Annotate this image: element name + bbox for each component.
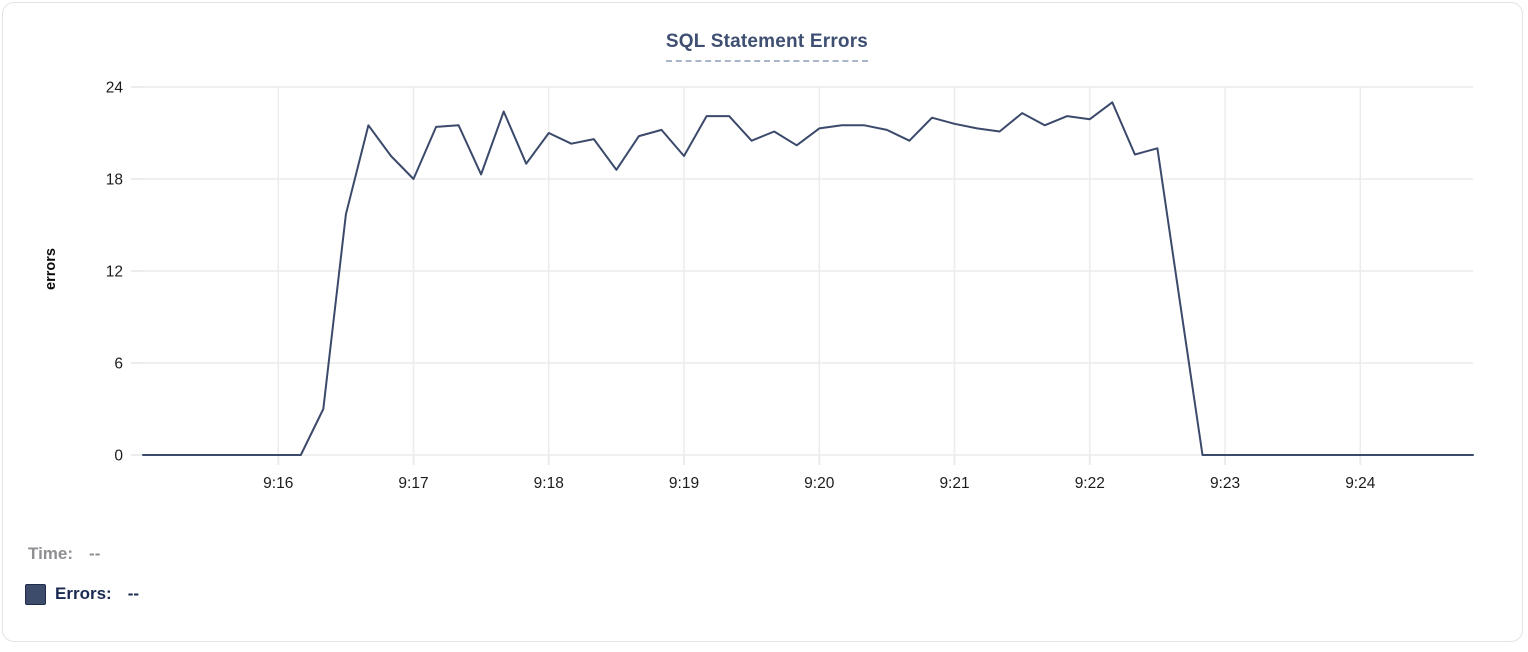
- chart-svg[interactable]: 0 6 12 18 24 9:16 9:17 9:18 9:19 9:20 9:21 9:22 9:23…: [3, 3, 1528, 508]
- chart-card: SQL Statement Errors errors 0 6 12 18 24 9:16…: [2, 2, 1523, 642]
- series-line-errors: [142, 101, 1474, 456]
- x-tick-label: 9:20: [804, 475, 835, 492]
- x-tick-label: 9:19: [669, 475, 699, 492]
- x-tick-label: 9:22: [1075, 475, 1105, 492]
- y-tick-label: 18: [106, 172, 123, 189]
- legend-row-time: Time: --: [25, 541, 139, 567]
- time-label: Time:: [28, 544, 74, 563]
- x-tick-label: 9:24: [1345, 475, 1376, 492]
- errors-value: --: [127, 584, 140, 603]
- chart-header: SQL Statement Errors: [3, 31, 1528, 62]
- x-tick-label: 9:16: [263, 475, 293, 492]
- x-tick-label: 9:18: [534, 475, 564, 492]
- legend-row-errors: Errors: --: [25, 581, 139, 607]
- x-tick-label: 9:23: [1210, 475, 1240, 492]
- y-tick-label: 0: [114, 448, 123, 465]
- x-tick-label: 9:21: [939, 475, 969, 492]
- x-tick-label: 9:17: [398, 475, 428, 492]
- y-tick-label: 6: [114, 356, 123, 373]
- time-value: --: [89, 544, 101, 563]
- y-tick-label: 12: [106, 264, 123, 281]
- chart-title[interactable]: SQL Statement Errors: [665, 31, 869, 62]
- errors-series-swatch: [25, 583, 46, 605]
- errors-label: Errors:: [55, 584, 112, 603]
- y-tick-label: 24: [106, 80, 124, 97]
- chart-legend: Time: -- Errors: --: [25, 541, 139, 621]
